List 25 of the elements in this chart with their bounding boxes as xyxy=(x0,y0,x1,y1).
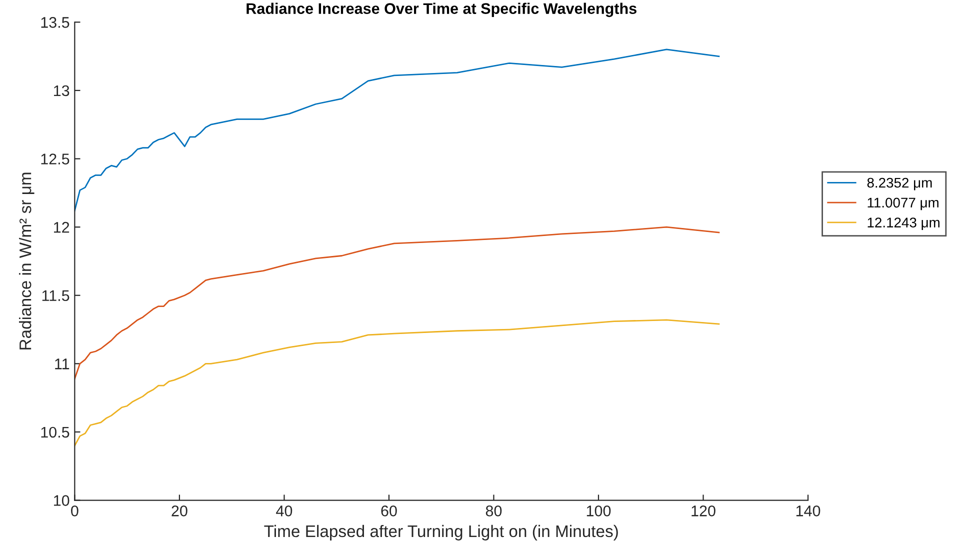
y-axis-title: Radiance in W/m² sr μm xyxy=(19,172,34,350)
x-tick-label: 20 xyxy=(172,506,188,516)
line-series xyxy=(74,319,720,446)
x-tick-label: 120 xyxy=(692,506,716,516)
x-tick-label: 60 xyxy=(381,506,397,516)
y-tick-label: 12 xyxy=(54,222,70,233)
legend-label: 11.0077 μm xyxy=(868,198,938,210)
x-tick-label: 0 xyxy=(71,506,78,516)
y-tick-label: 13.5 xyxy=(41,17,70,28)
x-tick-label: 40 xyxy=(276,506,292,516)
y-tick-label: 11.5 xyxy=(42,290,70,302)
line-series xyxy=(74,226,720,380)
x-tick-label: 80 xyxy=(486,506,502,516)
line-series xyxy=(74,48,720,212)
y-tick-label: 10 xyxy=(54,495,70,506)
x-axis-title: Time Elapsed after Turning Light on (in Minutes) xyxy=(264,524,618,540)
x-tick-label: 100 xyxy=(586,506,611,516)
y-tick-label: 12.5 xyxy=(41,154,70,164)
y-tick-label: 11 xyxy=(55,358,70,370)
chart-title: Radiance Increase Over Time at Specific Wavelengths xyxy=(246,2,636,18)
x-tick-label: 140 xyxy=(796,506,820,516)
y-tick-label: 13 xyxy=(54,85,70,96)
legend-label: 12.1243 μm xyxy=(868,218,940,230)
y-tick-label: 10.5 xyxy=(41,426,70,438)
legend-label: 8.2352 μm xyxy=(867,178,932,190)
